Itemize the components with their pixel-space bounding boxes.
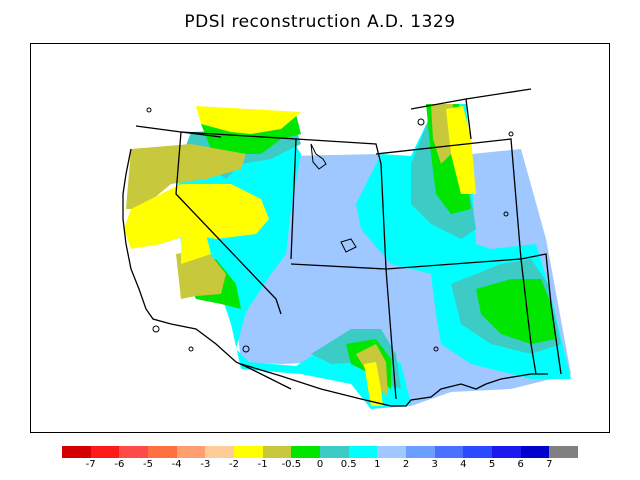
pdsi-region-green-east xyxy=(476,279,556,344)
colorbar-swatch xyxy=(492,446,521,458)
ut-co-border xyxy=(290,138,387,270)
pdsi-region-yellow-south xyxy=(364,362,383,406)
tx-border xyxy=(520,253,562,375)
az-nm-border xyxy=(385,268,397,400)
wy-border xyxy=(375,138,522,260)
colorbar-tick-label: 3 xyxy=(431,459,438,470)
colorbar-swatch xyxy=(320,446,349,458)
mexico-border xyxy=(240,363,548,407)
colorbar-swatch xyxy=(291,446,321,458)
colorbar xyxy=(62,446,579,458)
great-salt-lake xyxy=(310,143,327,170)
colorbar-swatch xyxy=(549,446,579,458)
pdsi-region-yellow-north xyxy=(196,106,301,134)
colorbar-tick-label: -7 xyxy=(85,459,96,470)
nd-border xyxy=(465,88,532,100)
colorbar-tick-label: -5 xyxy=(143,459,153,470)
island-1 xyxy=(146,107,152,113)
colorbar-tick-label: -6 xyxy=(114,459,125,470)
island-8 xyxy=(152,325,160,333)
colorbar-swatch xyxy=(262,446,292,458)
colorbar-swatch xyxy=(234,446,263,458)
colorbar-swatch xyxy=(520,446,550,458)
pdsi-region-yellow xyxy=(124,184,269,249)
island-7 xyxy=(188,346,194,352)
colorbar-swatch xyxy=(406,446,435,458)
pdsi-map xyxy=(122,88,571,409)
state-borders xyxy=(122,88,562,407)
island-3 xyxy=(417,118,425,126)
colorbar-swatch xyxy=(463,446,493,458)
colorbar-tick-label: 0.5 xyxy=(340,459,357,470)
colorbar-tick-label: 0 xyxy=(316,459,324,470)
island-6 xyxy=(433,346,439,352)
water-bodies xyxy=(146,107,514,353)
colorbar-tick-label: 2 xyxy=(402,459,410,470)
colorbar-tick-label: 5 xyxy=(488,459,496,470)
island-5 xyxy=(242,345,250,353)
colorbar-swatch xyxy=(119,446,149,458)
ca-nv-border xyxy=(175,131,282,315)
colorbar-tick-label: -3 xyxy=(200,459,211,470)
pdsi-region-yellow-west xyxy=(181,229,211,264)
pdsi-region-yellow-ne xyxy=(446,106,476,194)
colorbar-ticks: -7 -6 -5 -4 -3 -2 -1 -0.5 0 0.5 1 2 3 4 5 6 7 xyxy=(62,459,578,473)
colorbar-swatch xyxy=(90,446,120,458)
colorbar-swatch xyxy=(176,446,206,458)
colorbar-tick-label: 1 xyxy=(374,459,381,470)
colorbar-tick-label: 6 xyxy=(517,459,524,470)
colorbar-swatch xyxy=(434,446,464,458)
colorbar-tick-label: 4 xyxy=(460,459,467,470)
map-title: PDSI reconstruction A.D. 1329 xyxy=(184,12,456,32)
coastline xyxy=(122,148,292,390)
colorbar-swatch xyxy=(377,446,407,458)
pdsi-region-olive xyxy=(126,144,246,209)
co-nm-border xyxy=(385,258,537,375)
island-2 xyxy=(508,131,514,137)
colorbar-tick-label: -0.5 xyxy=(281,459,302,470)
colorbar-tick-label: -4 xyxy=(171,459,182,470)
lake-powell xyxy=(340,238,357,253)
colorbar-swatch xyxy=(348,446,378,458)
pdsi-fill-layer xyxy=(124,104,571,409)
colorbar-tick-label: 7 xyxy=(546,459,553,470)
island-4 xyxy=(503,211,509,217)
colorbar-tick-label: -1 xyxy=(257,459,268,470)
colorbar-swatch xyxy=(148,446,177,458)
colorbar-swatch xyxy=(62,446,91,458)
colorbar-swatch xyxy=(205,446,235,458)
colorbar-tick-label: -2 xyxy=(229,459,239,470)
map-panel xyxy=(30,43,610,433)
